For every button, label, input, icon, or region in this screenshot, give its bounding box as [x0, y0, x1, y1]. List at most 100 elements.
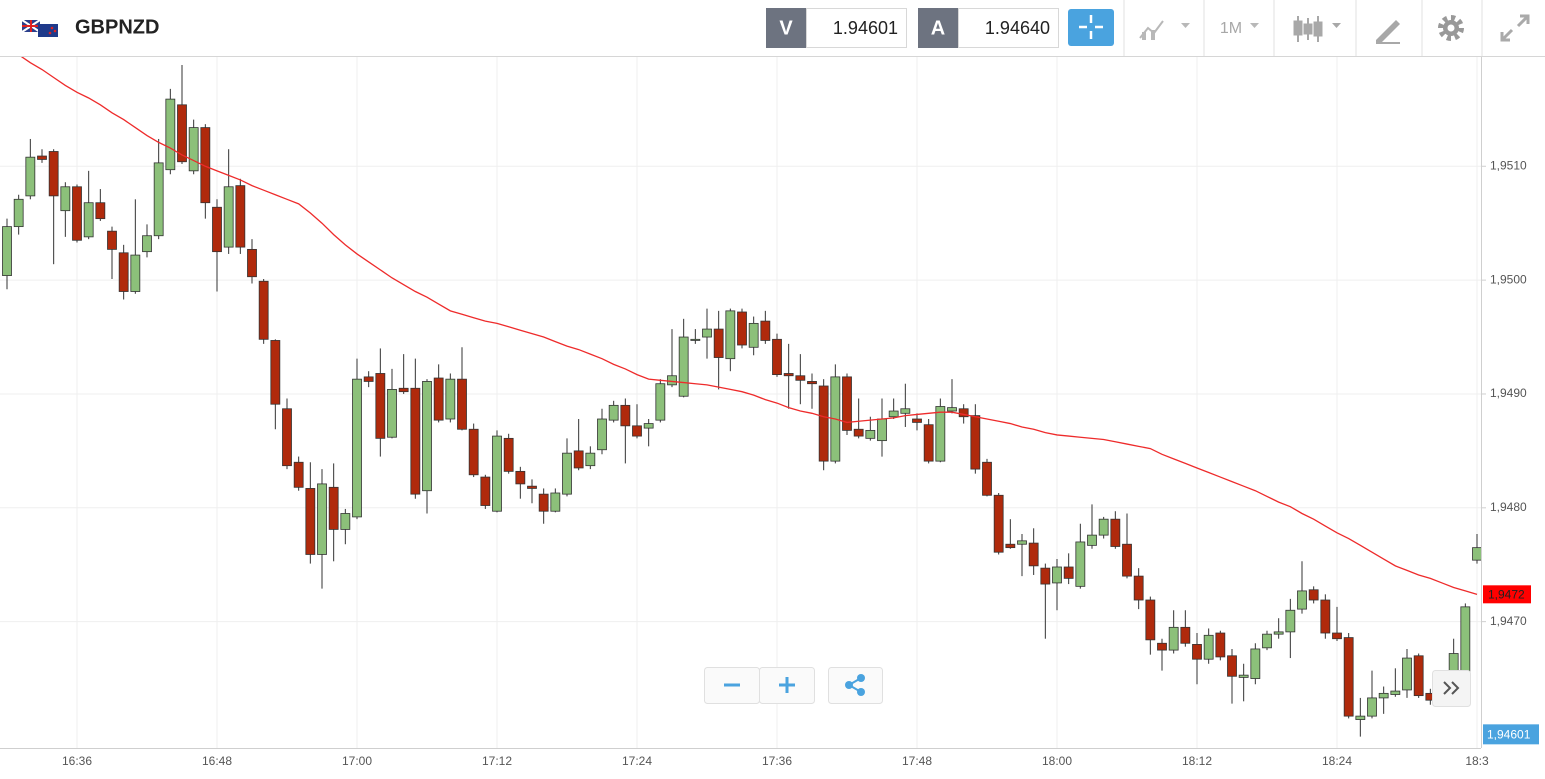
candle-body	[1075, 541, 1086, 587]
zoom-in-button[interactable]	[759, 667, 815, 704]
candle-body	[422, 381, 432, 492]
candle-body	[492, 435, 502, 512]
candle-body	[1460, 606, 1471, 675]
x-tick-label: 17:36	[762, 754, 792, 768]
toolbar-separators	[1123, 0, 1483, 56]
candle-body	[970, 415, 981, 470]
fullscreen-button[interactable]	[1500, 14, 1530, 42]
candle-body	[468, 428, 479, 476]
zoom-out-button[interactable]	[704, 667, 760, 704]
chart-type-button[interactable]	[1293, 16, 1341, 42]
candle-body	[1378, 692, 1389, 699]
timeframe-button[interactable]: 1M	[1220, 20, 1242, 37]
buy-label[interactable]: A	[931, 17, 945, 39]
candle-body	[947, 407, 957, 412]
candle-body	[1390, 690, 1401, 695]
candle-body	[72, 186, 82, 241]
candle-body	[37, 155, 47, 160]
sell-button[interactable]: V 1.94601	[766, 8, 907, 48]
sell-price-box[interactable]	[806, 8, 907, 48]
candle-body	[1052, 566, 1062, 584]
share-button[interactable]	[828, 667, 883, 704]
candle-body	[1157, 642, 1167, 651]
candle-body	[853, 428, 864, 437]
candle-body	[1320, 599, 1331, 634]
sell-label-box[interactable]	[766, 8, 806, 48]
candle-body	[1098, 518, 1109, 536]
candle-body	[1180, 626, 1191, 644]
candle-body	[1110, 518, 1121, 547]
candle-body	[188, 127, 199, 172]
candle-body	[200, 127, 211, 204]
candle-body	[515, 470, 526, 485]
price-box	[1483, 724, 1539, 745]
candle-body	[375, 373, 386, 439]
candle-body	[142, 235, 152, 253]
candle-body	[1063, 566, 1074, 579]
candle-body	[550, 492, 561, 512]
candle-body	[433, 377, 444, 421]
candle-body	[13, 198, 24, 228]
candle-body	[1005, 543, 1016, 549]
buy-button[interactable]: A 1.94640	[918, 8, 1059, 48]
candle-body	[620, 404, 631, 427]
candle-body	[632, 425, 642, 437]
moving-average-line	[20, 57, 1478, 595]
candle-body	[247, 248, 257, 278]
sell-price[interactable]: 1.94601	[833, 18, 898, 38]
buy-price[interactable]: 1.94640	[985, 18, 1050, 38]
crosshair-button[interactable]	[1068, 9, 1114, 46]
candle-body	[153, 162, 164, 237]
candle-body	[445, 378, 456, 420]
candle-body	[527, 485, 537, 489]
candle-body	[900, 408, 911, 414]
candle-body	[1238, 674, 1249, 678]
candle-body	[923, 424, 934, 462]
candle-body	[480, 476, 491, 506]
candle-body	[1355, 715, 1366, 720]
settings-button[interactable]	[1438, 15, 1464, 41]
candle-body	[1192, 644, 1202, 660]
candle-body	[165, 98, 176, 171]
candle-body	[655, 383, 666, 421]
x-tick-label: 17:12	[482, 754, 512, 768]
candle-body	[317, 483, 327, 555]
y-tick-label: 1,9500	[1490, 272, 1527, 286]
candle-body	[842, 376, 852, 431]
candle-body	[1215, 632, 1226, 658]
drawing-tools-button[interactable]	[1376, 20, 1400, 44]
candle-body	[1472, 547, 1481, 561]
candle-body	[678, 336, 689, 397]
candle-body	[328, 486, 339, 530]
y-tick-label: 1,9480	[1490, 500, 1527, 514]
candle-body	[1308, 589, 1319, 601]
candle-body	[235, 185, 246, 248]
candle-body	[1087, 534, 1097, 546]
candle-body	[1402, 657, 1412, 691]
sell-label[interactable]: V	[779, 17, 793, 39]
candle-body	[795, 375, 806, 381]
x-tick-label: 17:24	[622, 754, 652, 768]
candle-body	[1262, 633, 1272, 649]
scroll-to-end-button[interactable]	[1432, 670, 1471, 707]
candle-body	[818, 385, 829, 462]
indicator-button[interactable]	[1139, 20, 1190, 40]
x-tick-label: 18:24	[1322, 754, 1352, 768]
candle-body	[982, 461, 992, 496]
candle-body	[1040, 567, 1051, 585]
candle-body	[1332, 632, 1342, 640]
candle-body	[1133, 575, 1144, 601]
x-tick-label: 18:00	[1042, 754, 1072, 768]
ma-value-box	[1483, 585, 1531, 604]
header: GBPNZD V 1.94601 A 1.94640 1M	[0, 0, 1545, 57]
candle-body	[1227, 655, 1237, 677]
x-tick-label: 16:48	[202, 754, 232, 768]
buy-price-box[interactable]	[958, 8, 1059, 48]
timeframe-arrow[interactable]	[1250, 23, 1259, 28]
buy-label-box[interactable]	[918, 8, 958, 48]
candle-body	[643, 423, 654, 429]
candle-body	[958, 408, 969, 418]
candle-body	[48, 151, 59, 197]
